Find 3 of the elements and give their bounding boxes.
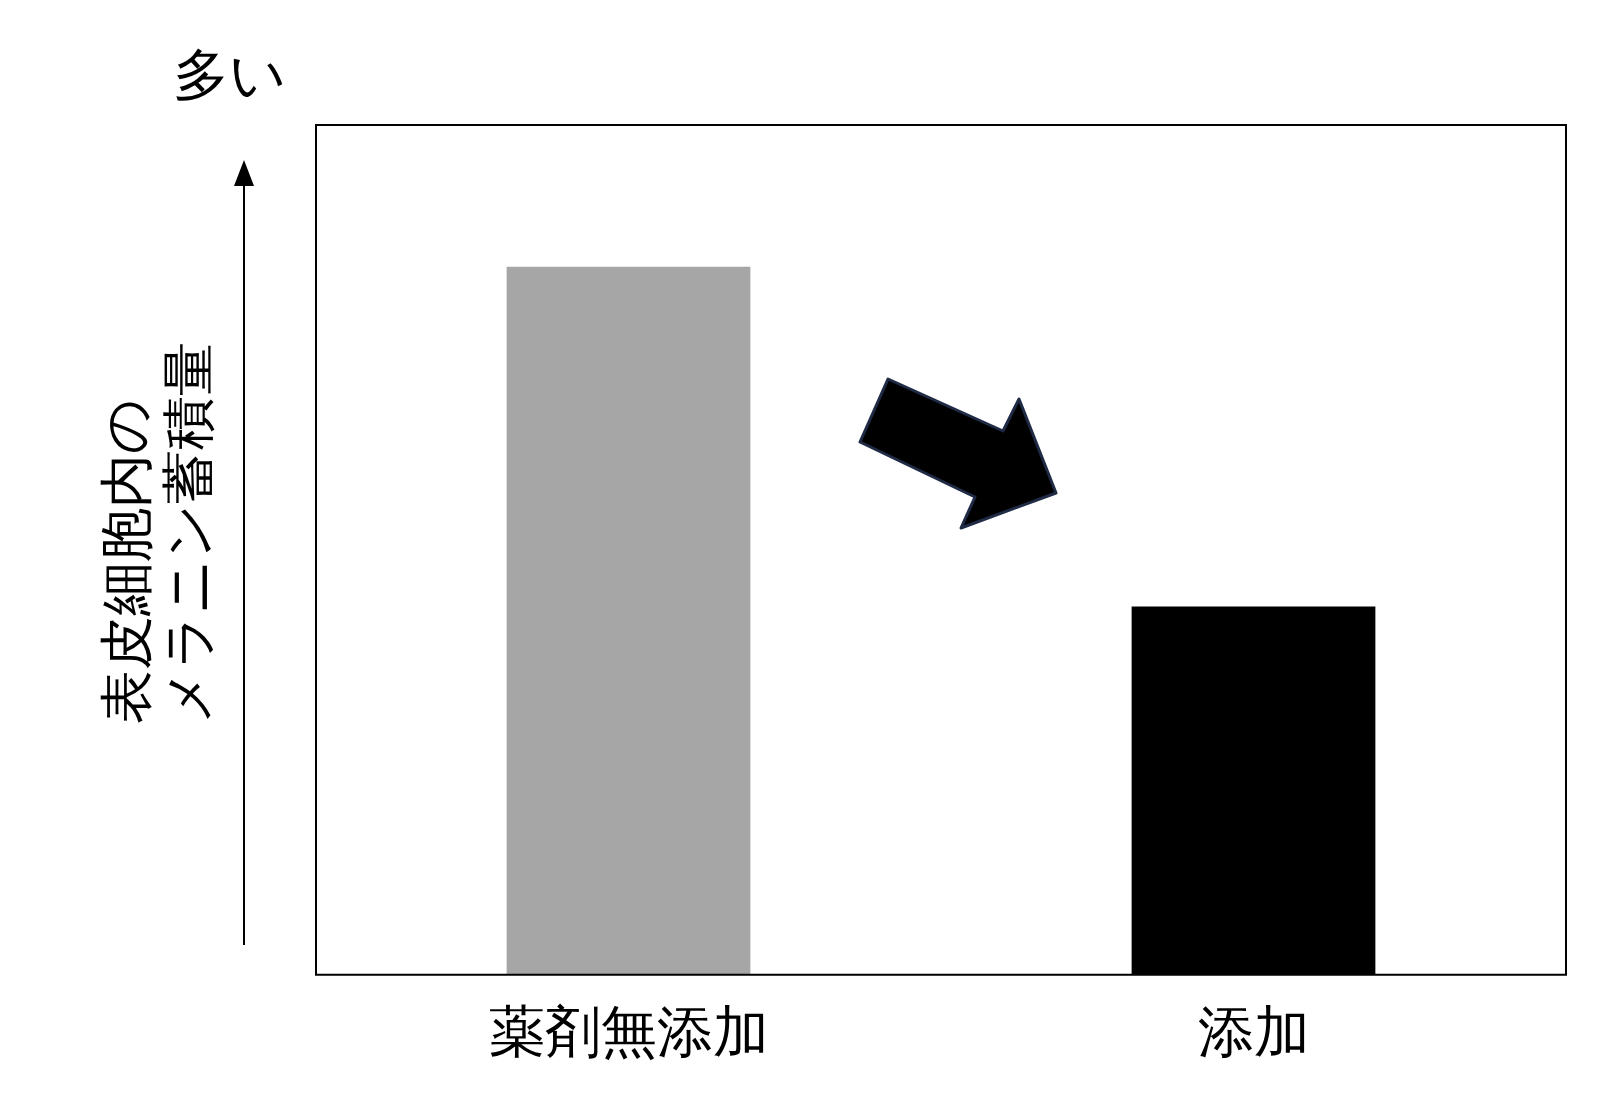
x-tick-label: 添加 [1197, 998, 1310, 1064]
text: 多い [173, 41, 286, 109]
x-tick-label: 薬剤無添加 [488, 998, 769, 1064]
